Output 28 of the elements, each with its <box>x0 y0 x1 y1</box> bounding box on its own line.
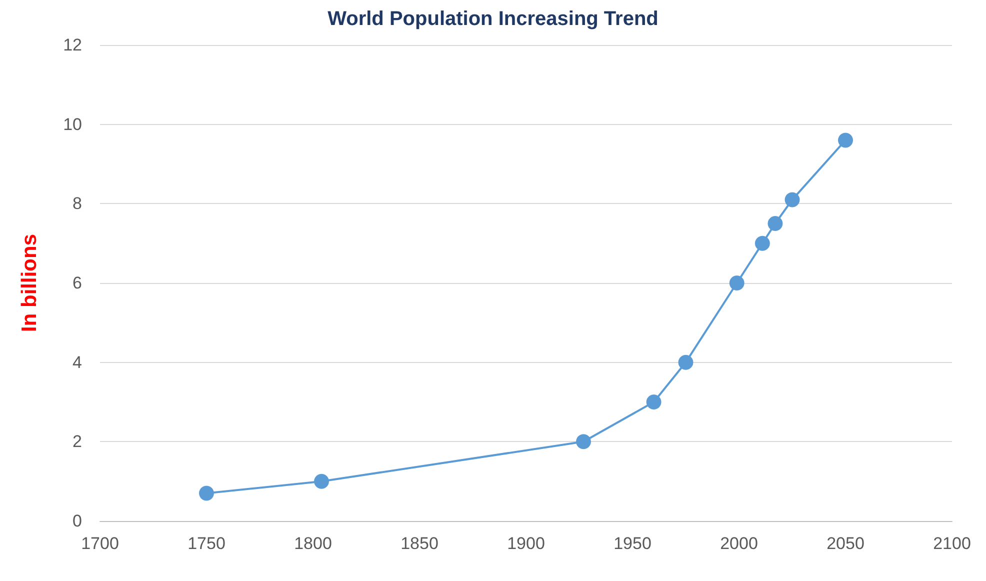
y-tick-label: 2 <box>72 432 82 452</box>
y-tick-label: 0 <box>72 512 82 530</box>
x-tick-label: 2000 <box>720 534 758 553</box>
y-tick-label: 8 <box>72 194 82 214</box>
x-tick-label: 1750 <box>188 534 226 553</box>
chart-title: World Population Increasing Trend <box>328 8 658 30</box>
point <box>576 434 592 450</box>
x-tick-label: 1950 <box>614 534 652 553</box>
x-tick-label: 2050 <box>826 534 864 553</box>
x-tick-label: 2100 <box>933 534 971 553</box>
point <box>729 276 744 290</box>
x-tick-label: 1900 <box>507 534 545 553</box>
y-tick-label: 6 <box>72 274 82 292</box>
point <box>754 236 770 251</box>
point <box>838 132 853 148</box>
point <box>314 474 330 489</box>
y-tick-label: 12 <box>63 36 82 54</box>
x-tick-label: 1700 <box>81 534 119 553</box>
y-tick-label: 10 <box>63 114 82 134</box>
point <box>768 216 783 231</box>
point <box>199 486 214 501</box>
x-tick-label: 1850 <box>400 534 438 553</box>
y-axis-title: In billions <box>18 234 41 332</box>
point <box>646 394 662 410</box>
y-tick-label: 4 <box>72 352 82 372</box>
x-tick-label: 1800 <box>294 534 332 553</box>
point <box>784 192 800 208</box>
point <box>678 354 694 370</box>
